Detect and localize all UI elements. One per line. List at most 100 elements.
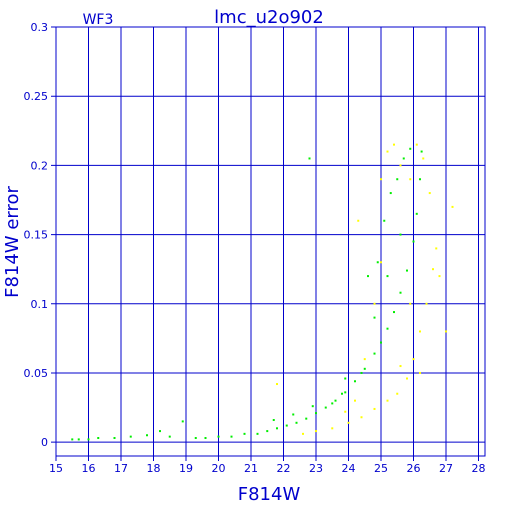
grid-lines: [51, 26, 485, 461]
green-data-point: [373, 316, 376, 319]
y-axis-label: F814W error: [2, 186, 23, 298]
green-data-point: [272, 419, 275, 422]
x-tick-label: 19: [179, 462, 193, 475]
x-tick-label: 27: [439, 462, 453, 475]
yellow-data-point: [438, 275, 441, 278]
yellow-data-point: [432, 268, 434, 271]
green-data-point: [419, 178, 421, 181]
green-data-point: [383, 219, 386, 222]
x-tick-label: 16: [82, 462, 96, 475]
green-data-point: [217, 435, 220, 438]
green-data-point: [295, 421, 298, 424]
data-points: [71, 143, 454, 441]
green-data-point: [344, 391, 347, 394]
yellow-data-point: [419, 330, 421, 333]
yellow-data-point: [409, 302, 412, 305]
y-tick-label: 0.15: [24, 229, 49, 242]
yellow-data-point: [302, 432, 304, 435]
green-data-point: [77, 438, 80, 441]
x-tick-label: 18: [147, 462, 161, 475]
green-data-point: [181, 420, 184, 423]
x-tick-label: 24: [342, 462, 356, 475]
green-data-point: [194, 437, 197, 440]
x-tick-label: 20: [212, 462, 226, 475]
y-tick-label: 0.05: [24, 367, 49, 380]
green-data-point: [308, 157, 311, 160]
green-data-point: [386, 275, 389, 278]
green-data-point: [393, 311, 395, 314]
green-data-point: [256, 432, 259, 435]
chart-subtitle: WF3: [83, 12, 114, 28]
green-data-point: [334, 399, 337, 402]
x-tick-label: 15: [49, 462, 63, 475]
yellow-data-point: [415, 143, 418, 146]
green-data-point: [97, 437, 100, 440]
y-tick-label: 0.1: [31, 298, 49, 311]
green-data-point: [354, 380, 356, 383]
green-data-point: [402, 157, 405, 160]
green-data-point: [276, 427, 278, 430]
green-data-point: [376, 261, 379, 264]
x-tick-label: 25: [374, 462, 388, 475]
x-tick-label: 23: [309, 462, 323, 475]
green-data-point: [386, 327, 389, 330]
y-tick-label: 0.2: [31, 159, 49, 172]
yellow-data-point: [386, 150, 389, 153]
yellow-data-point: [435, 247, 438, 250]
green-data-point: [389, 192, 392, 195]
green-data-point: [412, 240, 415, 243]
green-data-point: [159, 430, 161, 433]
yellow-data-point: [373, 407, 376, 410]
yellow-data-point: [315, 430, 317, 433]
green-data-point: [243, 432, 246, 435]
green-data-point: [204, 437, 207, 440]
green-data-point: [360, 371, 363, 374]
yellow-data-point: [344, 410, 347, 413]
green-data-point: [415, 212, 418, 215]
yellow-data-point: [331, 427, 334, 430]
yellow-data-point: [419, 371, 421, 374]
yellow-data-point: [380, 261, 382, 264]
green-data-point: [363, 367, 366, 370]
yellow-data-point: [393, 143, 395, 146]
green-data-point: [113, 437, 116, 440]
yellow-data-point: [409, 178, 412, 181]
yellow-data-point: [428, 192, 431, 195]
green-data-point: [292, 413, 295, 416]
x-tick-label: 22: [277, 462, 291, 475]
green-data-point: [87, 438, 90, 441]
green-data-point: [420, 150, 423, 153]
yellow-data-point: [399, 365, 402, 368]
x-axis-label: F814W: [238, 484, 301, 505]
y-tick-label: 0.3: [31, 21, 49, 34]
green-data-point: [399, 233, 402, 236]
yellow-data-point: [445, 330, 447, 333]
green-data-point: [409, 147, 412, 150]
yellow-data-point: [276, 383, 278, 386]
green-data-point: [380, 341, 382, 344]
yellow-data-point: [406, 377, 408, 380]
yellow-data-point: [373, 302, 376, 305]
green-data-point: [331, 402, 334, 405]
yellow-data-point: [354, 399, 356, 402]
green-data-point: [305, 417, 308, 420]
green-data-point: [406, 269, 408, 272]
yellow-data-point: [399, 164, 402, 167]
green-data-point: [373, 352, 376, 355]
yellow-data-point: [386, 399, 389, 402]
yellow-data-point: [360, 416, 363, 419]
green-data-point: [367, 275, 369, 278]
y-tick-labels: 0 0.05 0.1 0.15 0.2 0.25 0.3: [24, 21, 49, 449]
green-data-point: [71, 438, 74, 441]
green-data-point: [344, 377, 347, 380]
yellow-data-point: [422, 157, 425, 160]
x-tick-labels: 15 16 17 18 19 20 21 22 23 24 25 26 27 28: [49, 462, 486, 475]
green-data-point: [168, 435, 171, 438]
y-tick-label: 0.25: [24, 90, 49, 103]
green-data-point: [146, 434, 148, 437]
green-data-point: [129, 435, 132, 438]
green-data-point: [315, 412, 317, 415]
x-tick-label: 28: [472, 462, 486, 475]
